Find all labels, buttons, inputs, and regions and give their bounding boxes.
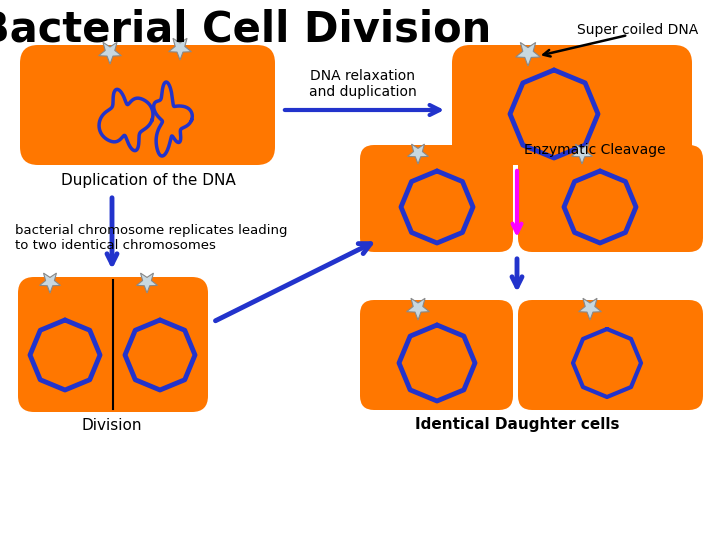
FancyBboxPatch shape [518,145,703,252]
Text: Duplication of the DNA: Duplication of the DNA [60,172,235,187]
Text: DNA relaxation
and duplication: DNA relaxation and duplication [309,69,417,99]
Polygon shape [99,42,122,64]
Polygon shape [572,144,593,164]
FancyBboxPatch shape [18,277,208,412]
Text: Super coiled DNA: Super coiled DNA [577,23,698,37]
FancyBboxPatch shape [452,45,692,165]
Text: Bacterial Cell Division: Bacterial Cell Division [0,9,492,51]
Polygon shape [168,38,192,60]
Polygon shape [579,298,601,320]
Text: Division: Division [82,417,143,433]
Polygon shape [407,298,429,320]
Text: bacterial chromosome replicates leading
to two identical chromosomes: bacterial chromosome replicates leading … [15,224,287,252]
Polygon shape [137,273,158,293]
FancyBboxPatch shape [360,300,513,410]
Text: Identical Daughter cells: Identical Daughter cells [415,417,619,433]
Polygon shape [40,273,60,293]
Polygon shape [516,43,541,66]
Polygon shape [408,144,428,164]
Text: Enzymatic Cleavage: Enzymatic Cleavage [524,143,666,157]
FancyBboxPatch shape [518,300,703,410]
FancyBboxPatch shape [360,145,513,252]
FancyBboxPatch shape [20,45,275,165]
